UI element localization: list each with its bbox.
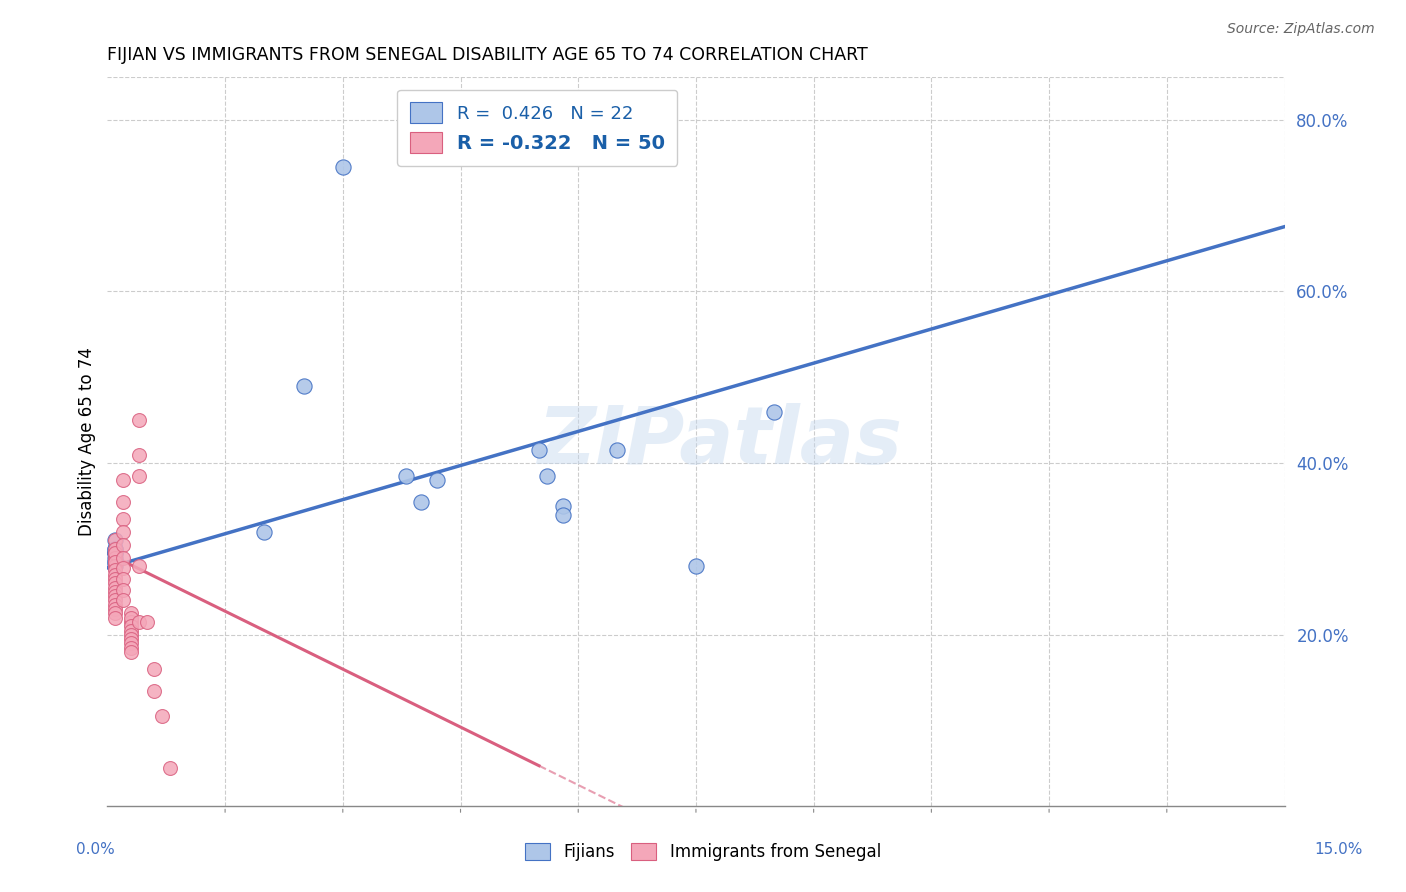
Point bbox=[120, 607, 142, 621]
Point bbox=[128, 469, 150, 483]
Point bbox=[128, 615, 150, 629]
Point bbox=[536, 469, 558, 483]
Point bbox=[104, 533, 127, 548]
Point bbox=[104, 610, 127, 624]
Point bbox=[112, 538, 135, 552]
Point bbox=[150, 709, 173, 723]
Point bbox=[104, 541, 127, 556]
Point bbox=[104, 550, 127, 565]
Point bbox=[104, 546, 127, 560]
Point bbox=[120, 636, 142, 650]
Point bbox=[112, 495, 135, 509]
Point bbox=[292, 379, 315, 393]
Point bbox=[112, 593, 135, 607]
Point bbox=[104, 607, 127, 621]
Point bbox=[104, 559, 127, 574]
Point bbox=[104, 602, 127, 616]
Point bbox=[104, 576, 127, 591]
Point bbox=[551, 508, 574, 522]
Point bbox=[143, 683, 166, 698]
Point bbox=[143, 662, 166, 676]
Point bbox=[104, 541, 127, 556]
Point bbox=[332, 160, 354, 174]
Point bbox=[253, 524, 276, 539]
Point bbox=[104, 581, 127, 595]
Legend: R =  0.426   N = 22, R = -0.322   N = 50: R = 0.426 N = 22, R = -0.322 N = 50 bbox=[396, 89, 678, 166]
Legend: Fijians, Immigrants from Senegal: Fijians, Immigrants from Senegal bbox=[519, 836, 887, 868]
Point bbox=[104, 555, 127, 569]
Text: 0.0%: 0.0% bbox=[76, 842, 115, 856]
Point bbox=[104, 555, 127, 569]
Point bbox=[104, 546, 127, 560]
Point bbox=[104, 567, 127, 582]
Point bbox=[426, 473, 449, 487]
Point bbox=[104, 550, 127, 565]
Point bbox=[104, 589, 127, 603]
Point bbox=[104, 555, 127, 569]
Point bbox=[112, 561, 135, 575]
Point bbox=[104, 559, 127, 574]
Point bbox=[104, 585, 127, 599]
Point bbox=[104, 593, 127, 607]
Point bbox=[104, 555, 127, 569]
Point bbox=[128, 413, 150, 427]
Point bbox=[112, 524, 135, 539]
Point bbox=[104, 546, 127, 560]
Point bbox=[411, 495, 433, 509]
Text: Source: ZipAtlas.com: Source: ZipAtlas.com bbox=[1227, 21, 1375, 36]
Point bbox=[104, 533, 127, 548]
Point bbox=[120, 615, 142, 629]
Point bbox=[685, 559, 707, 574]
Point bbox=[120, 624, 142, 638]
Point bbox=[104, 598, 127, 612]
Point bbox=[104, 564, 127, 578]
Point bbox=[120, 610, 142, 624]
Point bbox=[128, 559, 150, 574]
Text: ZIPatlas: ZIPatlas bbox=[537, 402, 903, 481]
Point bbox=[527, 443, 550, 458]
Point bbox=[135, 615, 157, 629]
Point bbox=[120, 619, 142, 633]
Point bbox=[120, 632, 142, 646]
Text: FIJIAN VS IMMIGRANTS FROM SENEGAL DISABILITY AGE 65 TO 74 CORRELATION CHART: FIJIAN VS IMMIGRANTS FROM SENEGAL DISABI… bbox=[107, 46, 868, 64]
Y-axis label: Disability Age 65 to 74: Disability Age 65 to 74 bbox=[79, 347, 96, 536]
Point bbox=[104, 541, 127, 556]
Point bbox=[128, 448, 150, 462]
Point bbox=[112, 550, 135, 565]
Point bbox=[120, 628, 142, 642]
Point bbox=[551, 499, 574, 513]
Point bbox=[112, 473, 135, 487]
Point bbox=[120, 645, 142, 659]
Point bbox=[120, 640, 142, 655]
Point bbox=[394, 469, 416, 483]
Point bbox=[104, 546, 127, 560]
Point bbox=[112, 512, 135, 526]
Point bbox=[159, 761, 181, 775]
Point bbox=[606, 443, 628, 458]
Point bbox=[104, 572, 127, 586]
Text: 15.0%: 15.0% bbox=[1315, 842, 1362, 856]
Point bbox=[112, 583, 135, 598]
Point bbox=[763, 404, 786, 418]
Point bbox=[112, 572, 135, 586]
